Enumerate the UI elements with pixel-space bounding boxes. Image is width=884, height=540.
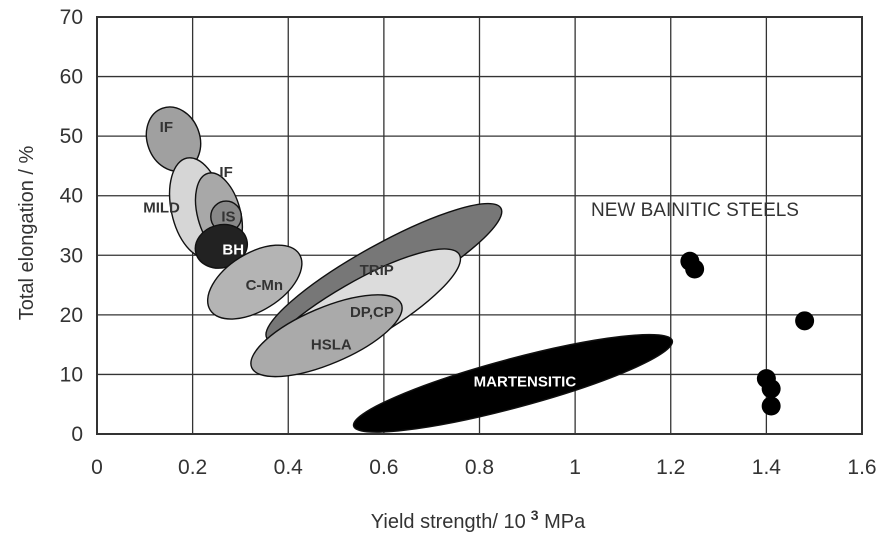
y-tick-label: 20 <box>60 304 83 327</box>
x-tick-label: 1.6 <box>847 456 876 479</box>
region-label-hsla: HSLA <box>311 337 352 354</box>
x-axis-title-unit: MPa <box>539 511 587 533</box>
x-axis-title-superscript: 3 <box>531 507 539 523</box>
y-tick-label: 50 <box>60 125 83 148</box>
data-point <box>761 379 781 399</box>
data-point <box>685 259 705 279</box>
region-label-is: IS <box>221 209 235 226</box>
y-tick-label: 40 <box>60 185 83 208</box>
region-c-mn <box>206 244 303 320</box>
steel-regions: IF MILD IF IS BH C-Mn TRIP DP,CP HSLA MARTENSITIC <box>143 106 674 433</box>
region-label-if: IF <box>160 119 173 136</box>
x-tick-label: 1.4 <box>752 456 782 479</box>
x-tick-label: 1 <box>569 456 581 479</box>
x-tick-labels: 0 0.2 0.4 0.6 0.8 1 1.2 1.4 1.6 <box>91 456 876 479</box>
y-tick-label: 60 <box>60 66 83 89</box>
region-label-mild: MILD <box>143 200 180 217</box>
x-tick-label: 1.2 <box>656 456 685 479</box>
x-tick-label: 0.6 <box>369 456 398 479</box>
x-tick-label: 0.8 <box>465 456 494 479</box>
y-tick-labels: 0 10 20 30 40 50 60 70 <box>60 6 83 446</box>
x-axis-title: Yield strength/ 10 3 MPa <box>371 507 586 533</box>
y-tick-label: 0 <box>71 423 83 446</box>
y-tick-label: 70 <box>60 6 83 29</box>
x-tick-label: 0.4 <box>274 456 304 479</box>
x-tick-label: 0 <box>91 456 103 479</box>
region-label-martensitic: MARTENSITIC <box>474 374 577 391</box>
bainitic-data-points <box>680 251 815 416</box>
region-martensitic <box>352 333 674 433</box>
new-bainitic-steels-annotation: NEW BAINITIC STEELS <box>591 200 799 221</box>
region-label-bh: BH <box>222 241 244 258</box>
region-label-trip: TRIP <box>360 262 394 279</box>
y-tick-label: 10 <box>60 363 83 386</box>
region-label-c-mn: C-Mn <box>246 277 284 294</box>
y-tick-label: 30 <box>60 244 83 267</box>
region-hsla <box>250 294 403 378</box>
x-axis-title-main: Yield strength/ 10 <box>371 511 526 533</box>
region-label-if: IF <box>219 164 232 181</box>
plot-frame <box>96 16 863 435</box>
x-tick-label: 0.2 <box>178 456 207 479</box>
y-axis-title: Total elongation / % <box>16 146 38 321</box>
data-point <box>795 311 815 331</box>
region-label-dp-cp: DP,CP <box>350 304 394 321</box>
data-point <box>761 396 781 416</box>
